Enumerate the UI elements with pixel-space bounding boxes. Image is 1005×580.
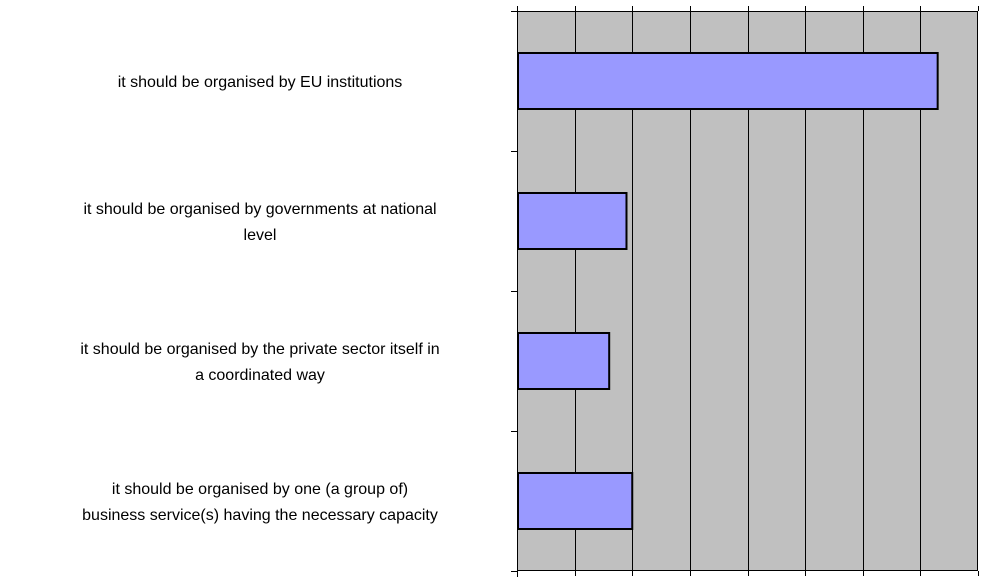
bar-2 <box>517 192 628 250</box>
bar-4 <box>517 472 634 530</box>
bar-series <box>517 52 939 530</box>
bar-1 <box>517 52 939 110</box>
category-label-3: it should be organised by the private se… <box>80 341 439 384</box>
category-label-1: it should be organised by EU institution… <box>118 74 403 91</box>
category-label-4: it should be organised by one (a group o… <box>82 481 438 524</box>
category-label-line: it should be organised by governments at… <box>83 201 436 218</box>
category-labels: it should be organised by EU institution… <box>80 74 439 524</box>
axes <box>511 6 979 577</box>
category-label-line: level <box>244 227 277 244</box>
category-label-line: a coordinated way <box>195 367 325 384</box>
category-label-line: it should be organised by EU institution… <box>118 74 403 91</box>
category-label-line: it should be organised by one (a group o… <box>112 481 408 498</box>
category-label-2: it should be organised by governments at… <box>83 201 436 244</box>
category-label-line: business service(s) having the necessary… <box>82 507 438 524</box>
category-label-line: it should be organised by the private se… <box>80 341 439 358</box>
bar-3 <box>517 332 611 390</box>
